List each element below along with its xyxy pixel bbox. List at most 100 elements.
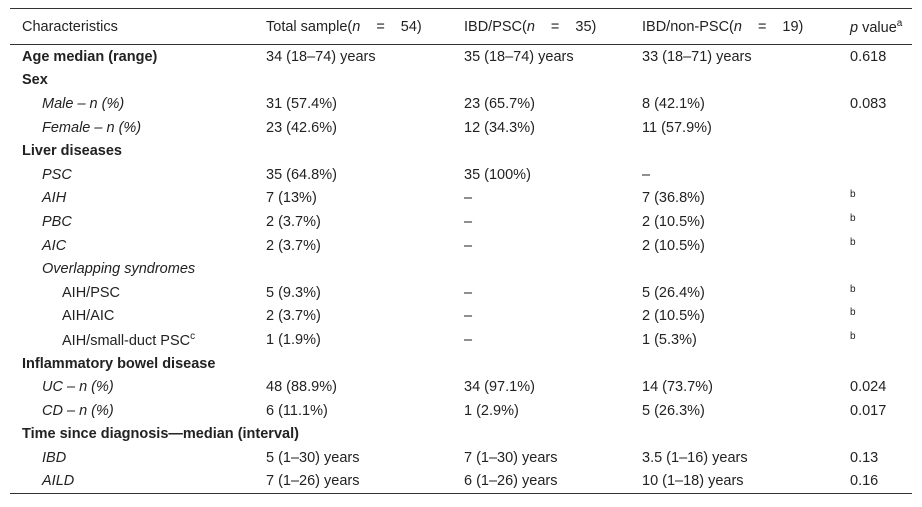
table-row: Age median (range) 34 (18–74) years 35 (18…	[10, 45, 912, 69]
cell-text: 2 (10.5%)	[642, 308, 705, 325]
row-label: AILD	[10, 469, 254, 495]
cell: b	[838, 328, 912, 352]
cell	[630, 69, 838, 93]
cell: 33 (18–71) years	[630, 45, 838, 69]
cell: 35 (100%)	[452, 163, 630, 187]
table-row: CD – n (%) 6 (11.1%) 1 (2.9%) 5 (26.3%) 0.01…	[10, 399, 912, 423]
cell-text: 3.5 (1–16) years	[642, 449, 748, 466]
table-row: AIH/small-duct PSCc 1 (1.9%) – 1 (5.3%) b	[10, 328, 912, 352]
cell	[630, 352, 838, 376]
cell: 6 (11.1%)	[254, 399, 452, 423]
table-row: AIH 7 (13%) – 7 (36.8%) b	[10, 187, 912, 211]
cell-text: 35 (18–74) years	[464, 48, 574, 65]
cell: 23 (42.6%)	[254, 116, 452, 140]
cell: –	[452, 281, 630, 305]
cell-text: 14 (73.7%)	[642, 379, 713, 396]
cell-text: 23 (42.6%)	[266, 119, 337, 136]
header-text: a	[896, 17, 903, 29]
row-label-text: Inflammatory bowel disease	[22, 355, 216, 372]
header-text: n	[352, 18, 361, 35]
cell-text: –	[464, 190, 473, 207]
cell-text: 2 (3.7%)	[266, 213, 321, 230]
cell-text: 6 (11.1%)	[266, 402, 328, 419]
table-row: PBC 2 (3.7%) – 2 (10.5%) b	[10, 210, 912, 234]
cell: 7 (1–30) years	[452, 446, 630, 470]
row-label-text: AIH	[42, 190, 67, 207]
row-label: Time since diagnosis—median (interval)	[10, 423, 299, 447]
row-label-text: UC – n (%)	[42, 379, 114, 396]
table-row: Sex	[10, 69, 912, 93]
cell: 0.024	[838, 375, 912, 399]
cell-text: 2 (10.5%)	[642, 213, 705, 230]
cell: b	[838, 234, 912, 258]
cell-text: 48 (88.9%)	[266, 379, 337, 396]
cell: –	[452, 305, 630, 329]
cell: 0.083	[838, 92, 912, 116]
row-label-text: Age median (range)	[22, 48, 158, 65]
cell-text: 0.024	[850, 379, 887, 396]
table-row: Time since diagnosis—median (interval)	[10, 423, 912, 447]
row-label: UC – n (%)	[10, 375, 254, 399]
cell	[254, 139, 452, 163]
row-label-text: Overlapping syndromes	[42, 261, 196, 278]
header-text: =	[550, 18, 560, 35]
cell-text: 0.017	[850, 402, 887, 419]
cell-text: 0.618	[850, 48, 887, 65]
cell	[630, 139, 838, 163]
cell	[254, 257, 452, 281]
header-cell: p valuea	[838, 8, 912, 45]
cell: –	[452, 328, 630, 352]
cell	[452, 352, 630, 376]
header-text: 35)	[575, 18, 597, 35]
cell	[630, 423, 838, 447]
header-cell: Total sample(n = 54)	[254, 8, 452, 45]
cell	[838, 139, 912, 163]
cell: 1 (1.9%)	[254, 328, 452, 352]
row-label: CD – n (%)	[10, 399, 254, 423]
row-label: AIH/small-duct PSCc	[10, 328, 254, 352]
table-row: IBD 5 (1–30) years 7 (1–30) years 3.5 (1–16…	[10, 446, 912, 470]
cell: 12 (34.3%)	[452, 116, 630, 140]
row-label-text: Male – n (%)	[42, 95, 125, 112]
header-cell: IBD/PSC(n = 35)	[452, 8, 630, 45]
cell: 35 (18–74) years	[452, 45, 630, 69]
row-label: Age median (range)	[10, 45, 254, 69]
footnote-mark: b	[850, 283, 856, 295]
cell: –	[452, 210, 630, 234]
header-text: p	[850, 19, 859, 36]
cell: 2 (10.5%)	[630, 234, 838, 258]
header-cell: IBD/non-PSC(n = 19)	[630, 8, 838, 45]
cell: 34 (97.1%)	[452, 375, 630, 399]
row-label-text: Liver diseases	[22, 143, 122, 160]
header-text: Characteristics	[22, 18, 118, 35]
table-row: PSC 35 (64.8%) 35 (100%) –	[10, 163, 912, 187]
cell-text: 2 (10.5%)	[642, 237, 705, 254]
cell: 14 (73.7%)	[630, 375, 838, 399]
table-row: Liver diseases	[10, 139, 912, 163]
header-text: 19)	[782, 18, 804, 35]
row-label: AIH/AIC	[10, 305, 254, 329]
cell-text: 33 (18–71) years	[642, 48, 752, 65]
cell-text: 23 (65.7%)	[464, 95, 535, 112]
row-label-text: Time since diagnosis—median (interval)	[22, 426, 299, 443]
data-table: Characteristics Total sample(n = 54) IBD/PSC…	[10, 8, 912, 495]
footnote-mark: c	[190, 331, 196, 342]
cell-text: 35 (100%)	[464, 166, 531, 183]
table-row: UC – n (%) 48 (88.9%) 34 (97.1%) 14 (73.7%)…	[10, 375, 912, 399]
cell: 1 (2.9%)	[452, 399, 630, 423]
table-row: Female – n (%) 23 (42.6%) 12 (34.3%) 11 (57…	[10, 116, 912, 140]
cell	[838, 352, 912, 376]
cell: 2 (10.5%)	[630, 305, 838, 329]
cell: 0.16	[838, 469, 912, 495]
row-label: AIH/PSC	[10, 281, 254, 305]
cell-text: 7 (1–26) years	[266, 473, 360, 490]
cell-text: 34 (18–74) years	[266, 48, 376, 65]
cell: 1 (5.3%)	[630, 328, 838, 352]
cell: –	[630, 163, 838, 187]
cell-text: 5 (1–30) years	[266, 449, 360, 466]
row-label: AIH	[10, 187, 254, 211]
cell: 7 (1–26) years	[254, 469, 452, 495]
cell-text: 2 (3.7%)	[266, 237, 321, 254]
header-cell: Characteristics	[10, 8, 254, 45]
table-row: Male – n (%) 31 (57.4%) 23 (65.7%) 8 (42.1%…	[10, 92, 912, 116]
